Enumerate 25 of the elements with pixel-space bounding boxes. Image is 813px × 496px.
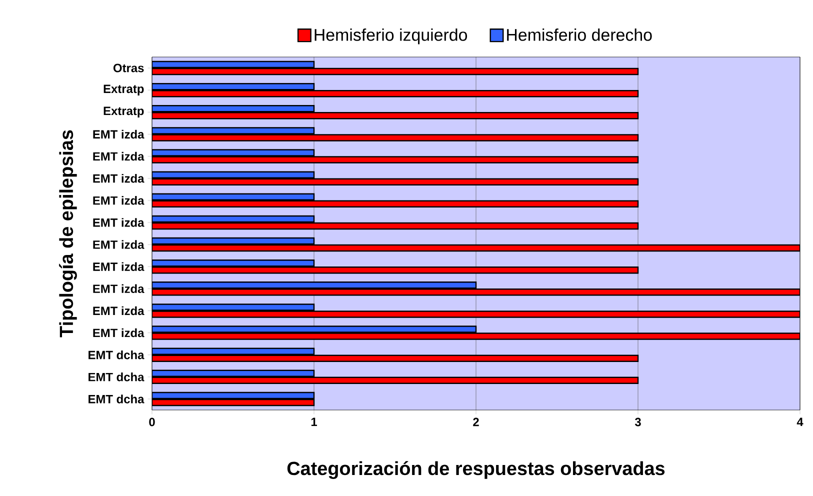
y-tick-label: EMT izda: [93, 196, 144, 205]
x-tick-label: 2: [473, 418, 479, 426]
y-tick-label: Extratp: [104, 84, 144, 96]
x-axis-title: Categorización de respuestas observadas: [287, 461, 665, 479]
y-axis-title: Tipología de epilepsias: [59, 130, 77, 338]
x-tick-label: 0: [149, 418, 155, 426]
y-tick-label: EMT izda: [93, 284, 144, 294]
y-tick-label: EMT dcha: [88, 350, 144, 360]
y-tick-label: EMT izda: [93, 218, 144, 227]
y-tick-label: EMT izda: [93, 240, 144, 249]
y-tick-label: EMT izda: [93, 130, 144, 139]
x-tick-label: 3: [634, 418, 641, 426]
y-tick-label: EMT izda: [93, 328, 144, 338]
y-tick-label: Extratp: [104, 106, 144, 118]
legend-label: Hemisferio izquierdo: [314, 28, 468, 44]
x-tick-label: 4: [796, 418, 804, 426]
y-tick-label: EMT izda: [93, 262, 144, 271]
y-tick-label: EMT izda: [93, 174, 144, 183]
y-tick-label: EMT izda: [93, 306, 144, 316]
y-tick-label: EMT izda: [93, 152, 144, 161]
x-tick-label: 1: [311, 418, 317, 426]
y-tick-label: EMT dcha: [88, 372, 144, 382]
y-tick-label: EMT dcha: [88, 394, 144, 404]
y-tick-label: Otras: [113, 64, 144, 72]
legend-label: Hemisferio derecho: [507, 28, 652, 41]
